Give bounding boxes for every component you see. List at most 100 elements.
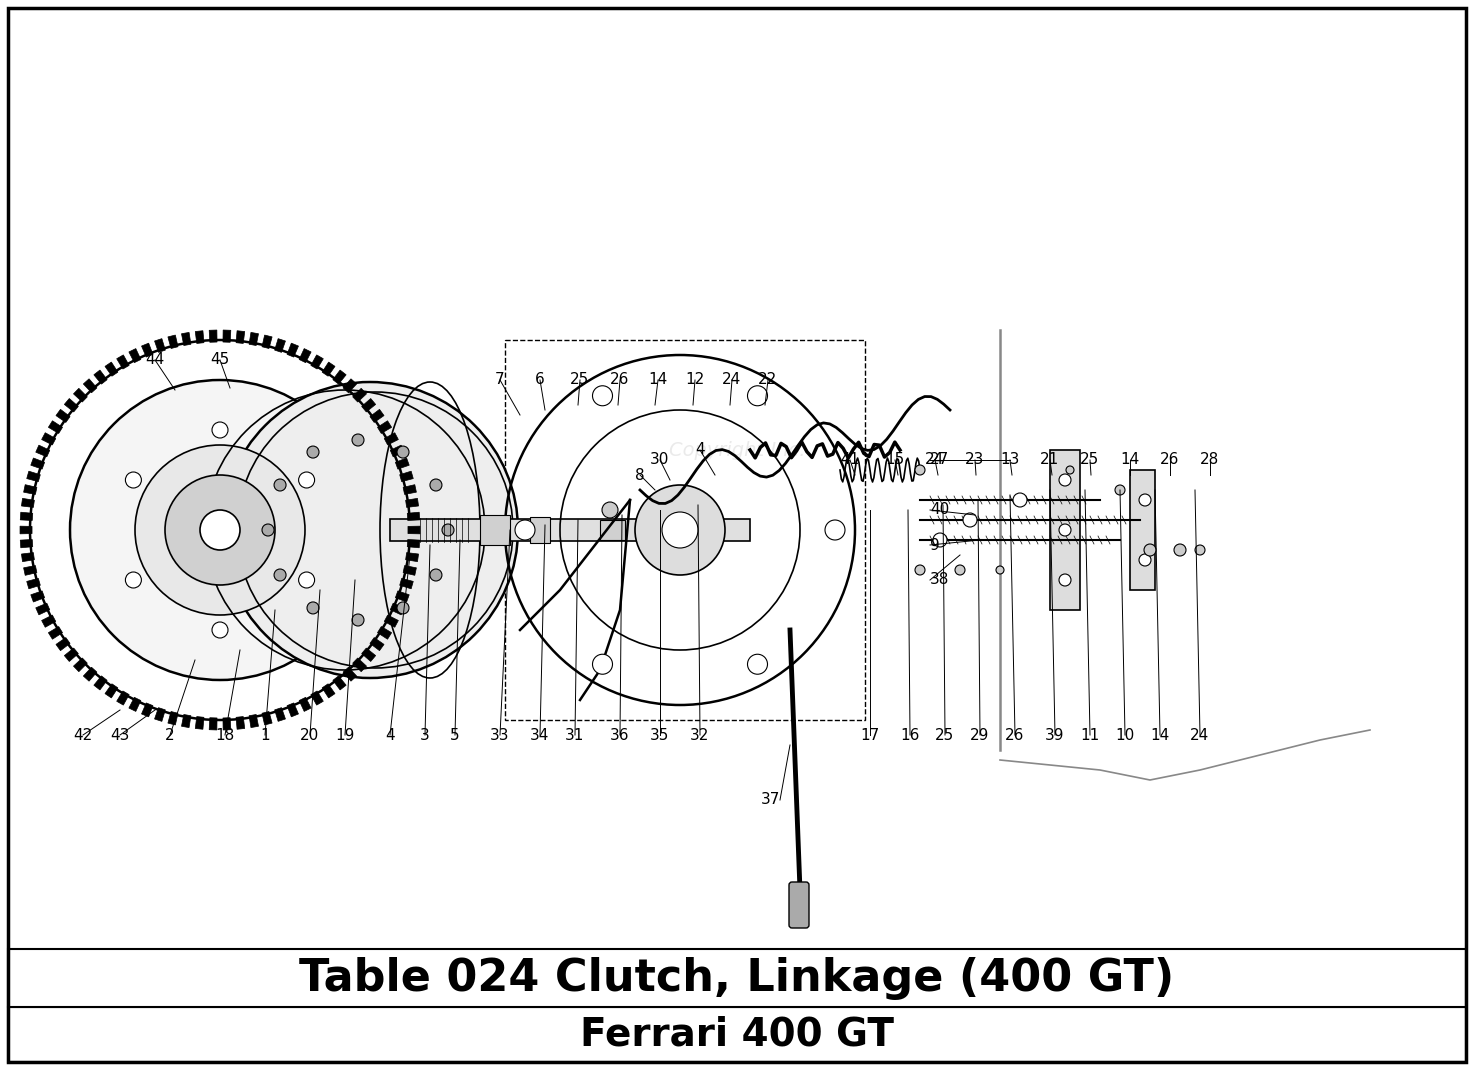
Polygon shape (249, 715, 258, 728)
Circle shape (212, 622, 228, 638)
Text: 34: 34 (531, 728, 550, 743)
Text: 45: 45 (211, 352, 230, 367)
Polygon shape (370, 410, 385, 423)
Polygon shape (128, 698, 142, 712)
Polygon shape (352, 658, 367, 672)
Polygon shape (21, 526, 32, 534)
Polygon shape (405, 499, 419, 507)
Text: 41: 41 (840, 453, 859, 468)
Polygon shape (395, 458, 410, 469)
Polygon shape (311, 691, 323, 705)
Bar (600, 520, 625, 540)
Polygon shape (408, 526, 420, 534)
Polygon shape (195, 717, 203, 730)
Circle shape (125, 472, 142, 488)
Circle shape (915, 565, 926, 575)
Polygon shape (402, 566, 416, 576)
Text: 32: 32 (690, 728, 709, 743)
Text: 3: 3 (420, 728, 430, 743)
Polygon shape (27, 579, 40, 588)
Polygon shape (31, 458, 44, 469)
Text: 25: 25 (1080, 453, 1100, 468)
Circle shape (274, 479, 286, 491)
Polygon shape (262, 335, 273, 349)
Polygon shape (56, 638, 71, 651)
Circle shape (996, 566, 1004, 574)
Circle shape (397, 602, 408, 614)
Circle shape (1195, 545, 1206, 555)
Polygon shape (142, 703, 153, 717)
Text: 17: 17 (861, 728, 880, 743)
Text: 29: 29 (970, 728, 989, 743)
Polygon shape (35, 603, 50, 615)
Text: 9: 9 (930, 537, 940, 552)
Polygon shape (385, 615, 398, 627)
Polygon shape (116, 691, 130, 705)
Polygon shape (74, 388, 87, 402)
Polygon shape (236, 331, 245, 343)
Polygon shape (94, 676, 108, 690)
Circle shape (963, 513, 977, 528)
Text: 25: 25 (936, 728, 955, 743)
Text: Ferrari 400 GT: Ferrari 400 GT (579, 1015, 895, 1054)
Circle shape (747, 654, 768, 674)
Polygon shape (407, 539, 420, 548)
Polygon shape (377, 421, 392, 433)
Circle shape (1173, 544, 1187, 556)
Polygon shape (352, 388, 367, 402)
Text: 42: 42 (74, 728, 93, 743)
Polygon shape (333, 370, 346, 384)
Polygon shape (84, 379, 97, 393)
Bar (481, 515, 510, 545)
Circle shape (299, 472, 314, 488)
Polygon shape (402, 485, 416, 494)
Polygon shape (399, 471, 413, 482)
Text: 1: 1 (261, 728, 270, 743)
Circle shape (212, 422, 228, 438)
Text: 35: 35 (650, 728, 669, 743)
Polygon shape (74, 658, 87, 672)
Circle shape (1114, 485, 1125, 495)
Polygon shape (395, 591, 410, 602)
Polygon shape (181, 715, 192, 728)
Circle shape (1066, 467, 1075, 474)
Polygon shape (181, 333, 192, 346)
Text: 13: 13 (1001, 453, 1020, 468)
Polygon shape (22, 552, 34, 562)
Circle shape (1139, 554, 1151, 566)
Polygon shape (274, 707, 286, 721)
Text: 40: 40 (930, 503, 949, 518)
Polygon shape (65, 648, 78, 661)
Circle shape (307, 446, 318, 458)
Circle shape (136, 445, 305, 615)
Polygon shape (249, 333, 258, 346)
Bar (7, 1007, 1467, 1063)
Polygon shape (105, 362, 118, 377)
Polygon shape (370, 638, 385, 651)
Polygon shape (377, 627, 392, 639)
Circle shape (125, 572, 142, 589)
Circle shape (1139, 494, 1151, 506)
Circle shape (223, 382, 517, 678)
Text: Table 024 Clutch, Linkage (400 GT): Table 024 Clutch, Linkage (400 GT) (299, 957, 1175, 999)
Polygon shape (41, 432, 56, 445)
Circle shape (1058, 574, 1072, 586)
Polygon shape (391, 445, 404, 457)
Text: 4: 4 (696, 443, 705, 458)
Text: 43: 43 (111, 728, 130, 743)
Text: 39: 39 (1045, 728, 1064, 743)
Circle shape (307, 602, 318, 614)
Polygon shape (22, 499, 34, 507)
Circle shape (352, 434, 364, 446)
Bar (1131, 470, 1156, 590)
Text: 16: 16 (901, 728, 920, 743)
Text: 11: 11 (1080, 728, 1100, 743)
Text: Copyright Inc.: Copyright Inc. (669, 441, 805, 459)
Polygon shape (287, 703, 298, 717)
Bar (506, 340, 865, 720)
Circle shape (1058, 524, 1072, 536)
Circle shape (825, 520, 845, 540)
Text: 21: 21 (1041, 453, 1060, 468)
Circle shape (635, 485, 725, 575)
Text: 20: 20 (301, 728, 320, 743)
